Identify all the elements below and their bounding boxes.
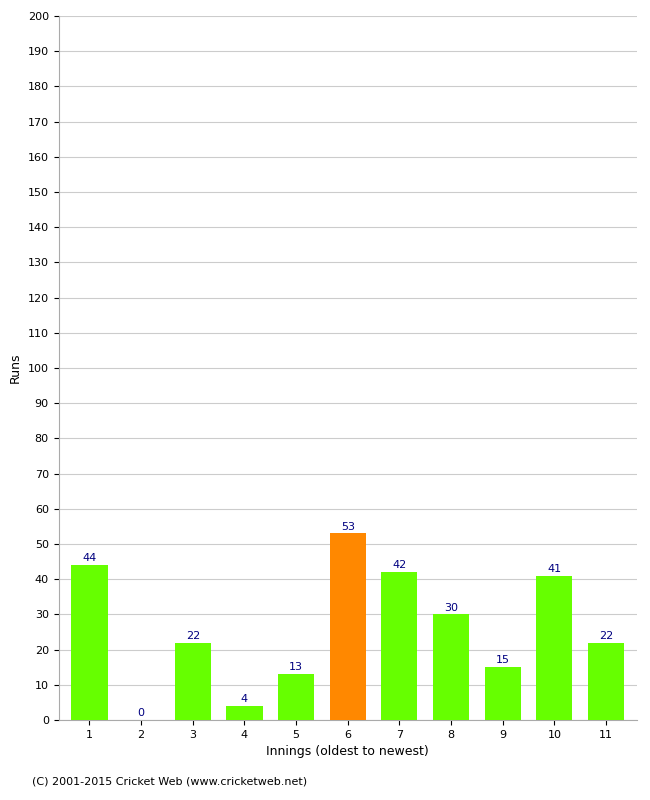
Text: 53: 53 xyxy=(341,522,355,532)
X-axis label: Innings (oldest to newest): Innings (oldest to newest) xyxy=(266,746,429,758)
Bar xyxy=(433,614,469,720)
Text: 4: 4 xyxy=(241,694,248,704)
Text: 41: 41 xyxy=(547,564,562,574)
Text: 22: 22 xyxy=(599,630,613,641)
Text: 22: 22 xyxy=(186,630,200,641)
Text: 13: 13 xyxy=(289,662,303,673)
Text: 30: 30 xyxy=(444,602,458,613)
Bar xyxy=(175,642,211,720)
Bar xyxy=(330,534,366,720)
Text: (C) 2001-2015 Cricket Web (www.cricketweb.net): (C) 2001-2015 Cricket Web (www.cricketwe… xyxy=(32,776,307,786)
Bar xyxy=(72,565,107,720)
Bar xyxy=(226,706,263,720)
Y-axis label: Runs: Runs xyxy=(9,353,22,383)
Bar xyxy=(278,674,314,720)
Bar xyxy=(382,572,417,720)
Bar xyxy=(536,576,573,720)
Text: 0: 0 xyxy=(138,708,145,718)
Text: 42: 42 xyxy=(393,560,406,570)
Bar xyxy=(588,642,624,720)
Text: 15: 15 xyxy=(496,655,510,666)
Text: 44: 44 xyxy=(83,554,97,563)
Bar xyxy=(485,667,521,720)
